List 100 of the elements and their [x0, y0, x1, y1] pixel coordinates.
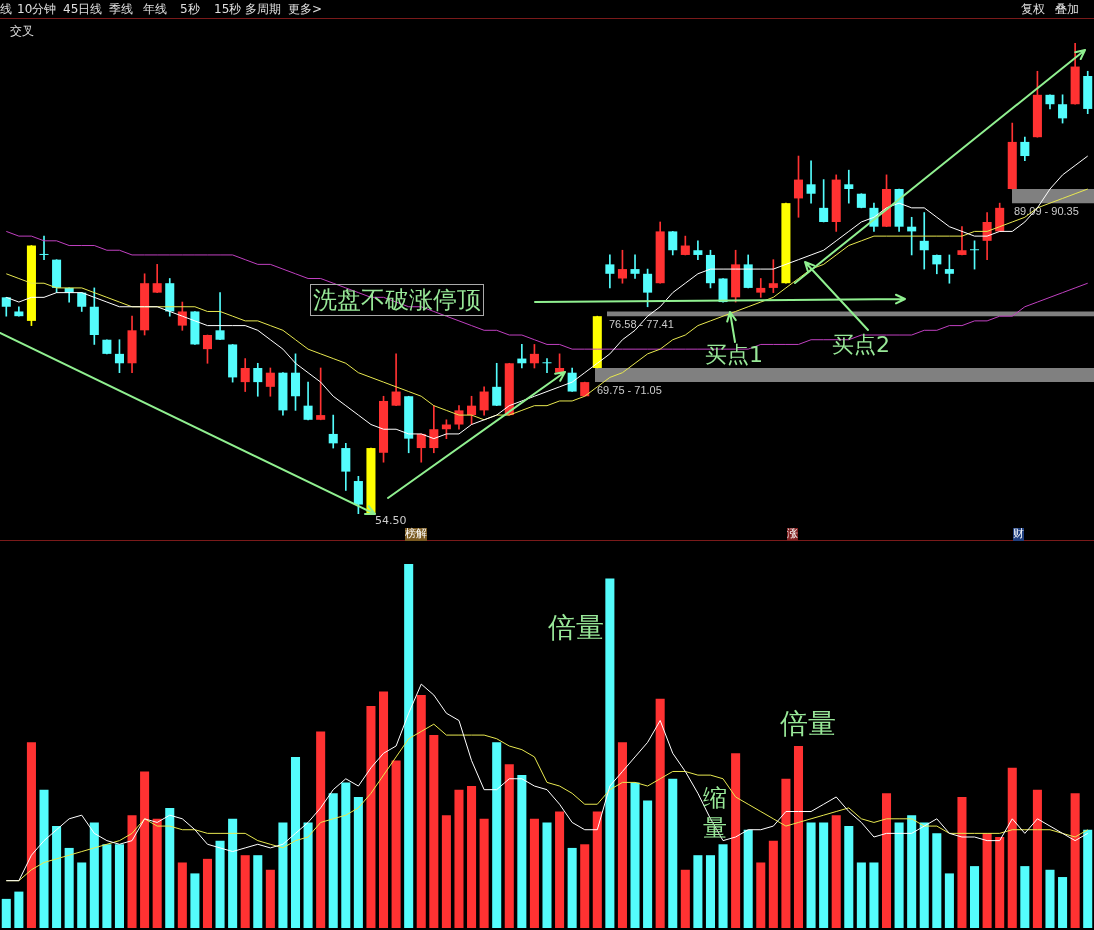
bar	[102, 844, 112, 928]
bar	[844, 826, 854, 928]
bar	[655, 698, 665, 928]
bar	[894, 822, 904, 928]
bar	[932, 833, 942, 928]
bar	[404, 564, 414, 928]
text: 多周期	[245, 2, 281, 17]
bar	[467, 786, 477, 928]
bar	[215, 840, 225, 928]
bar	[731, 753, 741, 928]
chart-title: 交叉	[10, 23, 34, 40]
bar	[14, 891, 24, 928]
bar	[52, 826, 62, 928]
bar	[454, 789, 464, 928]
bar	[479, 818, 489, 928]
bar	[240, 855, 250, 928]
bar	[253, 855, 263, 928]
bar	[605, 578, 615, 928]
bar	[793, 746, 804, 928]
bar	[202, 858, 213, 928]
bar	[617, 742, 627, 928]
bar	[567, 847, 577, 928]
bar	[982, 833, 992, 928]
bar	[290, 756, 301, 928]
bar	[705, 855, 715, 928]
text: 10分钟	[17, 2, 57, 17]
text: 复权	[1021, 2, 1045, 17]
text: 年线	[143, 2, 167, 17]
bar	[303, 822, 313, 928]
band-label: 76.58 - 77.41	[609, 317, 674, 330]
bar	[114, 844, 124, 928]
bar	[881, 793, 892, 928]
text: 更多>	[288, 2, 323, 17]
bar	[542, 822, 552, 928]
bar	[919, 822, 929, 928]
bar	[944, 873, 954, 928]
bar	[278, 822, 288, 928]
text: 涨	[787, 527, 798, 541]
bar	[580, 844, 590, 928]
text: 季线	[109, 2, 133, 17]
bar	[39, 789, 49, 928]
bar	[177, 862, 187, 928]
bar	[592, 811, 602, 928]
annotation: 倍量	[548, 611, 604, 645]
annotation: 买点1	[705, 342, 763, 368]
bar	[517, 775, 527, 928]
bar	[316, 731, 326, 928]
bar	[353, 796, 363, 928]
bar	[265, 869, 275, 928]
bar	[1020, 866, 1030, 928]
bar	[781, 778, 791, 928]
bar	[718, 844, 728, 928]
bar	[907, 815, 917, 928]
bar	[1007, 767, 1017, 928]
bar	[1058, 877, 1068, 928]
bar	[819, 822, 829, 928]
band-label: 69.75 - 71.05	[597, 383, 662, 396]
bar	[127, 815, 137, 928]
text: 榜解	[405, 527, 427, 541]
bar	[341, 782, 351, 928]
bar	[77, 862, 87, 928]
bar	[630, 782, 640, 928]
bar	[970, 866, 980, 928]
bar	[995, 837, 1005, 928]
bar	[416, 695, 426, 928]
bar	[831, 815, 841, 928]
bar	[190, 873, 200, 928]
bar	[366, 705, 376, 928]
text: 45日线	[63, 2, 103, 17]
candlestick	[718, 278, 728, 303]
bar	[429, 735, 439, 928]
text: 财	[1013, 527, 1024, 541]
bar	[856, 862, 866, 928]
bar	[1, 898, 11, 928]
bar	[869, 862, 879, 928]
bar	[643, 800, 653, 928]
candlestick	[630, 254, 640, 279]
bar	[1045, 869, 1055, 928]
bar	[1083, 829, 1093, 928]
bar	[165, 807, 175, 928]
bar	[693, 855, 703, 928]
bar	[806, 822, 816, 928]
bar	[140, 771, 150, 928]
text: 5秒	[180, 2, 200, 17]
bar	[957, 796, 967, 928]
bar	[504, 764, 514, 928]
bar	[743, 829, 753, 928]
bar	[768, 840, 778, 928]
candlestick	[190, 311, 200, 345]
text: 15秒	[214, 2, 242, 17]
bar	[152, 818, 162, 928]
text: 叠加	[1055, 2, 1079, 17]
bar	[756, 862, 766, 928]
bar	[379, 691, 389, 928]
annotation: 54.50	[375, 514, 407, 528]
bar	[1032, 789, 1042, 928]
bar	[1070, 793, 1080, 928]
annotation: 买点2	[832, 332, 890, 358]
bar	[492, 742, 502, 928]
bar	[328, 793, 338, 928]
